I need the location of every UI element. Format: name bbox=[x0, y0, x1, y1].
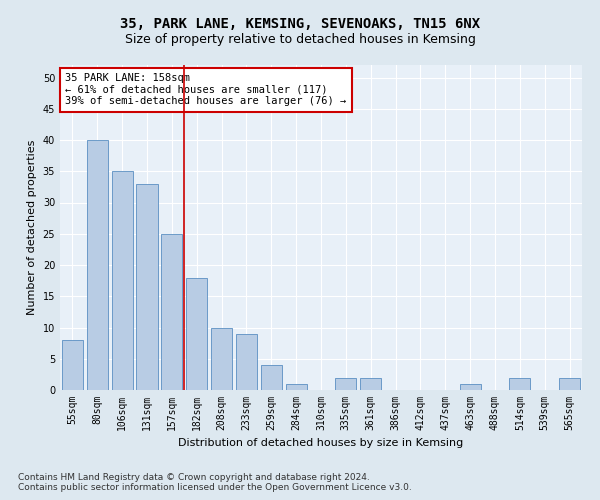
Bar bbox=[335, 378, 356, 390]
Bar bbox=[509, 378, 530, 390]
Bar bbox=[286, 384, 307, 390]
Text: 35, PARK LANE, KEMSING, SEVENOAKS, TN15 6NX: 35, PARK LANE, KEMSING, SEVENOAKS, TN15 … bbox=[120, 18, 480, 32]
Bar bbox=[62, 340, 83, 390]
Bar bbox=[460, 384, 481, 390]
Bar bbox=[186, 278, 207, 390]
Text: Contains public sector information licensed under the Open Government Licence v3: Contains public sector information licen… bbox=[18, 484, 412, 492]
Bar bbox=[211, 328, 232, 390]
Text: Size of property relative to detached houses in Kemsing: Size of property relative to detached ho… bbox=[125, 32, 475, 46]
Y-axis label: Number of detached properties: Number of detached properties bbox=[27, 140, 37, 315]
Text: Contains HM Land Registry data © Crown copyright and database right 2024.: Contains HM Land Registry data © Crown c… bbox=[18, 474, 370, 482]
Bar bbox=[360, 378, 381, 390]
Bar bbox=[112, 171, 133, 390]
Bar bbox=[161, 234, 182, 390]
Bar bbox=[236, 334, 257, 390]
Bar bbox=[559, 378, 580, 390]
Bar bbox=[261, 365, 282, 390]
Bar bbox=[136, 184, 158, 390]
Text: 35 PARK LANE: 158sqm
← 61% of detached houses are smaller (117)
39% of semi-deta: 35 PARK LANE: 158sqm ← 61% of detached h… bbox=[65, 73, 346, 106]
X-axis label: Distribution of detached houses by size in Kemsing: Distribution of detached houses by size … bbox=[178, 438, 464, 448]
Bar bbox=[87, 140, 108, 390]
